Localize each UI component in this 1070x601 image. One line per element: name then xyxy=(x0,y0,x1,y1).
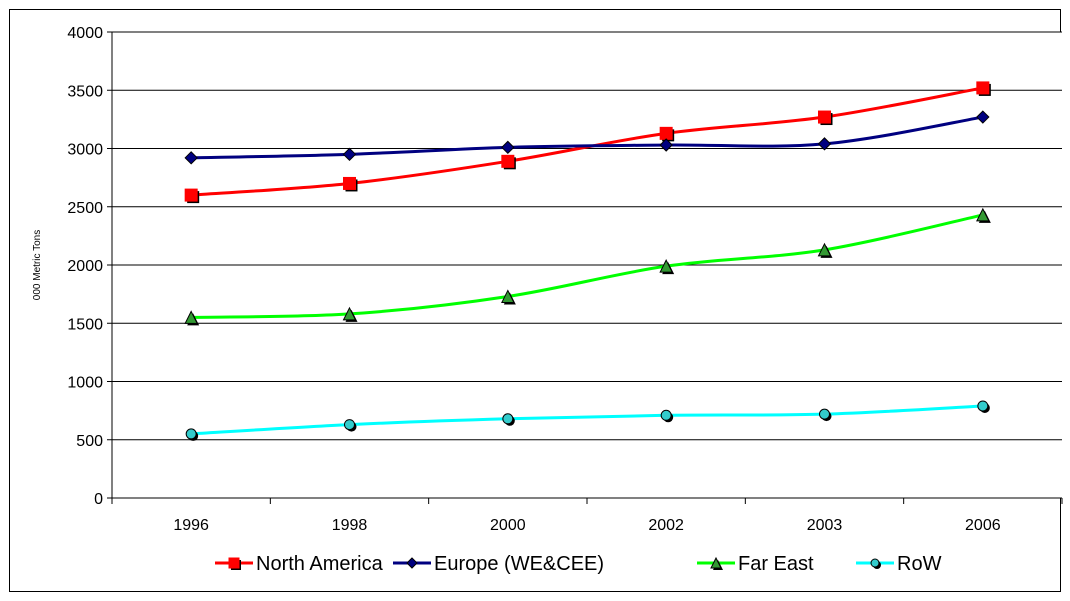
legend-marker xyxy=(870,558,880,568)
x-tick-label: 2003 xyxy=(807,517,843,534)
legend-marker xyxy=(710,556,722,569)
data-point xyxy=(502,413,514,425)
x-tick-label: 2002 xyxy=(648,517,684,534)
data-point xyxy=(344,419,355,431)
data-point xyxy=(501,154,515,168)
axes xyxy=(107,31,1063,504)
data-point xyxy=(659,126,673,140)
series-3 xyxy=(185,400,990,441)
data-point xyxy=(660,409,672,421)
legend-item: Europe (WE&CEE) xyxy=(393,553,604,575)
data-point xyxy=(659,138,673,152)
data-point xyxy=(501,289,515,303)
legend: North America Europe (WE&CEE) Far East RoW xyxy=(215,553,942,575)
y-tick-label: 500 xyxy=(76,433,103,450)
y-tick-label: 3500 xyxy=(67,83,103,100)
data-point xyxy=(343,176,356,190)
data-point xyxy=(501,140,515,155)
y-tick-labels: 0 500 1000 1500 2000 2500 3000 3500 4000 xyxy=(67,25,103,508)
y-tick-label: 2000 xyxy=(67,258,103,275)
legend-label: RoW xyxy=(897,553,942,575)
series-line xyxy=(191,115,984,160)
data-point xyxy=(818,110,831,124)
y-axis-label: 000 Metric Tons xyxy=(32,230,43,300)
series-line xyxy=(191,404,983,436)
legend-label: Europe (WE&CEE) xyxy=(434,553,604,575)
x-tick-label: 1998 xyxy=(332,517,368,534)
legend-label: North America xyxy=(256,553,384,575)
legend-item: Far East xyxy=(697,553,814,575)
legend-marker xyxy=(406,557,418,569)
data-point xyxy=(184,188,198,202)
legend-item: RoW xyxy=(856,553,942,575)
y-tick-label: 2500 xyxy=(67,200,103,217)
x-tick-label: 2000 xyxy=(490,517,526,534)
series-layer xyxy=(184,81,991,441)
y-tick-label: 1500 xyxy=(67,316,103,333)
data-point xyxy=(184,310,198,324)
series-line xyxy=(191,213,984,319)
y-tick-label: 0 xyxy=(94,491,103,508)
y-tick-label: 3000 xyxy=(67,142,103,159)
data-point xyxy=(342,306,357,321)
x-tick-labels: 1996 1998 2000 2002 2003 2006 xyxy=(173,517,1000,534)
data-point xyxy=(185,428,197,440)
legend-marker xyxy=(228,557,240,569)
data-point xyxy=(819,408,830,420)
data-point xyxy=(817,137,832,151)
y-tick-label: 4000 xyxy=(67,25,103,42)
data-point xyxy=(977,400,989,412)
data-point xyxy=(976,81,990,95)
x-tick-label: 2006 xyxy=(965,517,1001,534)
data-point xyxy=(184,151,198,165)
legend-item: North America xyxy=(215,553,384,575)
series-2 xyxy=(184,207,991,326)
data-point xyxy=(817,242,832,257)
x-tick-label: 1996 xyxy=(173,517,209,534)
y-tick-label: 1000 xyxy=(67,375,103,392)
legend-label: Far East xyxy=(738,553,814,575)
data-point xyxy=(342,147,357,162)
series-1 xyxy=(184,110,990,165)
data-point xyxy=(659,259,673,273)
data-point xyxy=(976,207,990,222)
data-point xyxy=(976,110,990,124)
